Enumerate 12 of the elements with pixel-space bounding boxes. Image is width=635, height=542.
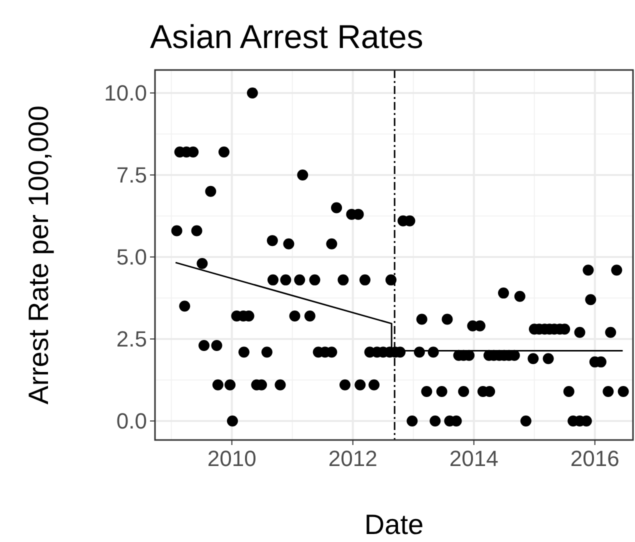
y-tick-label: 2.5: [116, 326, 147, 352]
y-tick-label: 10.0: [104, 80, 147, 106]
chart-title: Asian Arrest Rates: [150, 18, 424, 55]
y-tick-label: 0.0: [116, 408, 147, 434]
y-tick-label: 5.0: [116, 244, 147, 270]
y-axis-title: Arrest Rate per 100,000: [23, 106, 54, 404]
y-tick-label: 7.5: [116, 162, 147, 188]
x-tick-label: 2016: [570, 446, 620, 471]
x-tick-label: 2012: [328, 446, 378, 471]
x-tick-label: 2010: [207, 446, 256, 471]
x-axis-title: Date: [364, 509, 424, 540]
x-tick-label: 2014: [449, 446, 498, 471]
